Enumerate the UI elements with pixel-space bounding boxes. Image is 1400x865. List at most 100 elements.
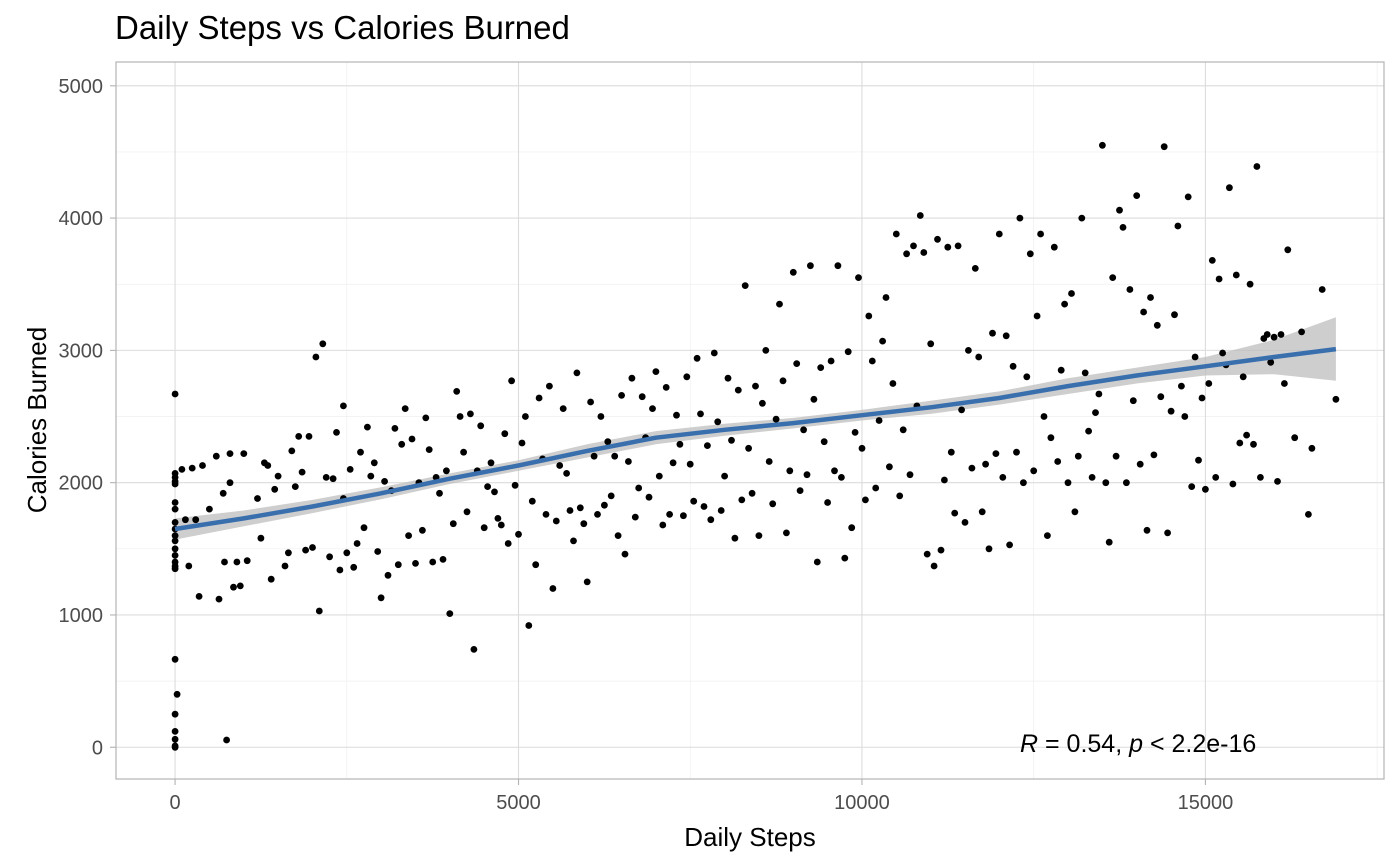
data-point	[1140, 308, 1147, 316]
data-point	[982, 460, 989, 468]
data-point	[607, 492, 615, 500]
data-point	[340, 402, 347, 410]
data-point	[429, 558, 437, 566]
x-tick-label: 15000	[1178, 792, 1234, 814]
data-point	[1105, 538, 1113, 546]
data-point	[686, 460, 694, 468]
data-point	[597, 413, 605, 420]
data-point	[865, 312, 873, 320]
data-point	[212, 452, 220, 460]
data-point	[580, 520, 588, 528]
data-point	[178, 466, 186, 473]
x-tick-label: 10000	[834, 792, 890, 814]
data-point	[690, 497, 698, 505]
major-gridlines	[116, 62, 1384, 779]
data-point	[680, 512, 687, 520]
x-axis-title: Daily Steps	[684, 822, 816, 852]
data-point	[546, 382, 553, 390]
data-point	[1308, 444, 1316, 452]
data-point	[422, 414, 430, 422]
data-point	[958, 406, 965, 414]
data-point	[669, 459, 677, 467]
data-point	[968, 464, 976, 472]
data-point	[1054, 458, 1062, 465]
data-point	[298, 468, 306, 476]
data-point	[552, 517, 560, 525]
data-point	[796, 487, 804, 494]
data-point	[738, 496, 746, 504]
data-point	[748, 489, 756, 497]
data-point	[315, 607, 323, 615]
data-point	[367, 472, 375, 480]
data-point	[405, 532, 412, 539]
data-point	[281, 562, 289, 570]
data-point	[463, 508, 471, 516]
data-point	[1088, 474, 1096, 481]
data-point	[745, 444, 752, 452]
data-point	[1095, 390, 1103, 398]
data-point	[875, 417, 883, 424]
data-point	[889, 380, 897, 387]
data-point	[1129, 397, 1137, 405]
data-point	[625, 458, 632, 465]
data-point	[305, 433, 313, 440]
data-point	[346, 466, 354, 473]
data-point	[192, 516, 200, 524]
data-point	[765, 458, 773, 465]
data-point	[171, 519, 179, 526]
data-point	[1123, 479, 1130, 487]
data-point	[587, 398, 594, 406]
data-point	[1112, 452, 1120, 460]
data-point	[398, 440, 406, 448]
data-point	[659, 521, 667, 529]
data-point	[243, 557, 251, 565]
data-point	[1119, 224, 1127, 231]
data-point	[223, 736, 231, 744]
data-point	[576, 504, 584, 512]
data-point	[934, 235, 941, 243]
data-point	[975, 353, 983, 361]
data-point	[899, 426, 907, 434]
data-point	[542, 511, 550, 518]
data-point	[827, 357, 835, 365]
data-point	[1229, 480, 1237, 488]
data-point	[480, 524, 488, 532]
data-point	[215, 595, 223, 603]
data-point	[559, 405, 567, 412]
data-point	[1074, 452, 1082, 460]
data-point	[171, 735, 179, 743]
data-point	[374, 548, 382, 555]
y-tick-label: 0	[92, 737, 103, 759]
data-point	[1061, 300, 1068, 308]
r-value: = 0.54,	[1038, 730, 1129, 758]
data-point	[1147, 294, 1154, 301]
correlation-annotation: R = 0.54, p < 2.2e-16	[1020, 730, 1256, 758]
data-point	[487, 459, 495, 467]
data-point	[817, 364, 825, 371]
data-point	[783, 529, 790, 537]
data-point	[460, 448, 467, 456]
data-point	[700, 503, 708, 510]
data-point	[824, 499, 831, 506]
data-point	[954, 242, 962, 250]
data-point	[676, 440, 684, 448]
data-point	[1250, 440, 1257, 448]
data-point	[635, 484, 643, 492]
data-point	[206, 505, 213, 513]
data-point	[769, 500, 777, 508]
data-point	[834, 262, 842, 270]
data-point	[1246, 280, 1254, 288]
data-point	[1215, 275, 1223, 283]
data-point	[1243, 431, 1250, 439]
data-point	[1332, 395, 1340, 403]
data-point	[1078, 214, 1086, 222]
data-point	[295, 433, 303, 440]
data-point	[930, 562, 938, 570]
data-point	[971, 265, 979, 272]
data-point	[717, 507, 725, 514]
data-point	[1020, 479, 1027, 487]
data-point	[470, 646, 478, 653]
data-point	[446, 610, 454, 617]
data-point	[618, 392, 625, 399]
